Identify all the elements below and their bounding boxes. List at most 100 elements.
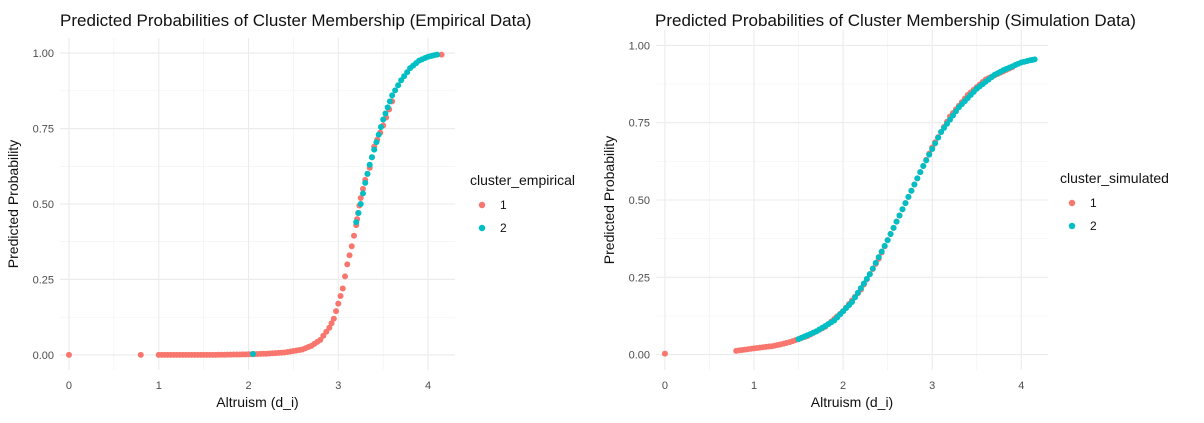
data-point [914, 175, 921, 182]
data-point [333, 308, 340, 315]
data-point [911, 181, 918, 188]
series-2 [795, 56, 1038, 343]
legend-label-1: 1 [500, 198, 507, 212]
data-point [386, 98, 393, 105]
data-point [866, 271, 873, 278]
y-tick-label: 0.00 [33, 350, 54, 362]
legend-key-1 [1068, 199, 1076, 207]
data-point [359, 190, 366, 197]
data-point [355, 210, 362, 217]
series-1 [65, 51, 445, 358]
y-tick-label: 0.25 [629, 272, 650, 284]
data-point [887, 231, 894, 237]
data-point [884, 237, 891, 244]
data-point [344, 261, 351, 268]
x-tick-label: 3 [335, 380, 341, 392]
data-point [941, 124, 948, 131]
data-point [434, 51, 441, 58]
data-point [335, 300, 342, 307]
data-point [375, 131, 382, 138]
legend-key-2 [478, 224, 486, 232]
data-point [661, 350, 668, 357]
x-tick-label: 2 [840, 380, 846, 392]
data-point [902, 200, 909, 207]
data-point [382, 110, 389, 117]
legend-key-2 [1068, 222, 1076, 230]
data-point [893, 218, 900, 225]
legend-key-1 [478, 201, 486, 209]
data-point [938, 129, 945, 135]
data-point [65, 351, 72, 358]
chart-title: Predicted Probabilities of Cluster Membe… [60, 11, 531, 30]
data-point [353, 219, 360, 226]
y-tick-label: 0.75 [629, 118, 650, 130]
data-point [337, 293, 344, 300]
data-point [371, 146, 378, 153]
x-tick-label: 4 [1018, 380, 1024, 392]
legend: cluster_simulated 1 2 [1060, 170, 1169, 233]
x-tick-label: 1 [156, 380, 162, 392]
legend-label-2: 2 [500, 221, 507, 235]
y-tick-label: 0.75 [33, 124, 54, 136]
data-point [330, 315, 337, 322]
data-point [438, 51, 445, 58]
data-point [364, 170, 371, 177]
empirical-chart: 0 1 2 3 4 0.00 0.25 0.50 0.75 1.00 Predicted Proba… [5, 11, 575, 410]
simulation-chart: 0 1 2 3 4 0.00 0.25 0.50 0.75 1.00 Predicted Proba… [602, 11, 1169, 410]
legend: cluster_empirical 1 2 [470, 172, 575, 235]
data-point [952, 108, 959, 115]
data-point [854, 289, 861, 296]
legend-label-2: 2 [1090, 219, 1097, 233]
data-point [949, 112, 956, 119]
data-point [849, 299, 855, 305]
data-point [947, 116, 953, 123]
data-point [389, 92, 396, 99]
data-point [908, 187, 915, 194]
legend-label-1: 1 [1090, 196, 1097, 210]
legend-title: cluster_simulated [1060, 170, 1169, 186]
x-tick-label: 0 [66, 380, 72, 392]
data-point [357, 194, 364, 201]
data-point [250, 351, 257, 358]
data-point [935, 134, 942, 141]
y-tick-label: 0.50 [33, 199, 54, 211]
data-point [342, 273, 349, 280]
data-point [899, 206, 906, 213]
data-point [362, 179, 369, 186]
x-tick-label: 3 [929, 380, 935, 392]
y-axis-title: Predicted Probability [5, 140, 21, 268]
data-point [929, 146, 936, 152]
x-axis-title: Altruism (d_i) [811, 394, 893, 410]
data-point [346, 252, 353, 259]
data-point [920, 163, 927, 169]
data-point [890, 224, 897, 231]
data-point [917, 169, 924, 176]
data-point [366, 161, 373, 168]
data-point [351, 232, 358, 239]
data-point [881, 242, 888, 249]
data-point [326, 324, 333, 331]
data-point [357, 201, 364, 207]
y-tick-label: 1.00 [33, 48, 54, 60]
data-point [863, 275, 870, 282]
data-point [875, 254, 882, 261]
data-point [384, 104, 391, 111]
data-point [137, 351, 144, 358]
data-point [905, 193, 912, 200]
data-point [359, 185, 366, 192]
legend-title: cluster_empirical [470, 172, 575, 188]
x-tick-label: 1 [751, 380, 757, 392]
x-axis-title: Altruism (d_i) [216, 394, 298, 410]
data-point [392, 87, 399, 94]
y-tick-label: 0.00 [629, 350, 650, 362]
data-point [923, 157, 930, 164]
data-point [932, 140, 939, 147]
y-tick-label: 0.25 [33, 274, 54, 286]
data-point [380, 116, 387, 123]
data-point [896, 212, 903, 219]
y-tick-label: 1.00 [629, 40, 650, 52]
x-tick-label: 2 [245, 380, 251, 392]
y-axis-title: Predicted Probability [602, 136, 617, 264]
x-tick-label: 0 [662, 380, 668, 392]
